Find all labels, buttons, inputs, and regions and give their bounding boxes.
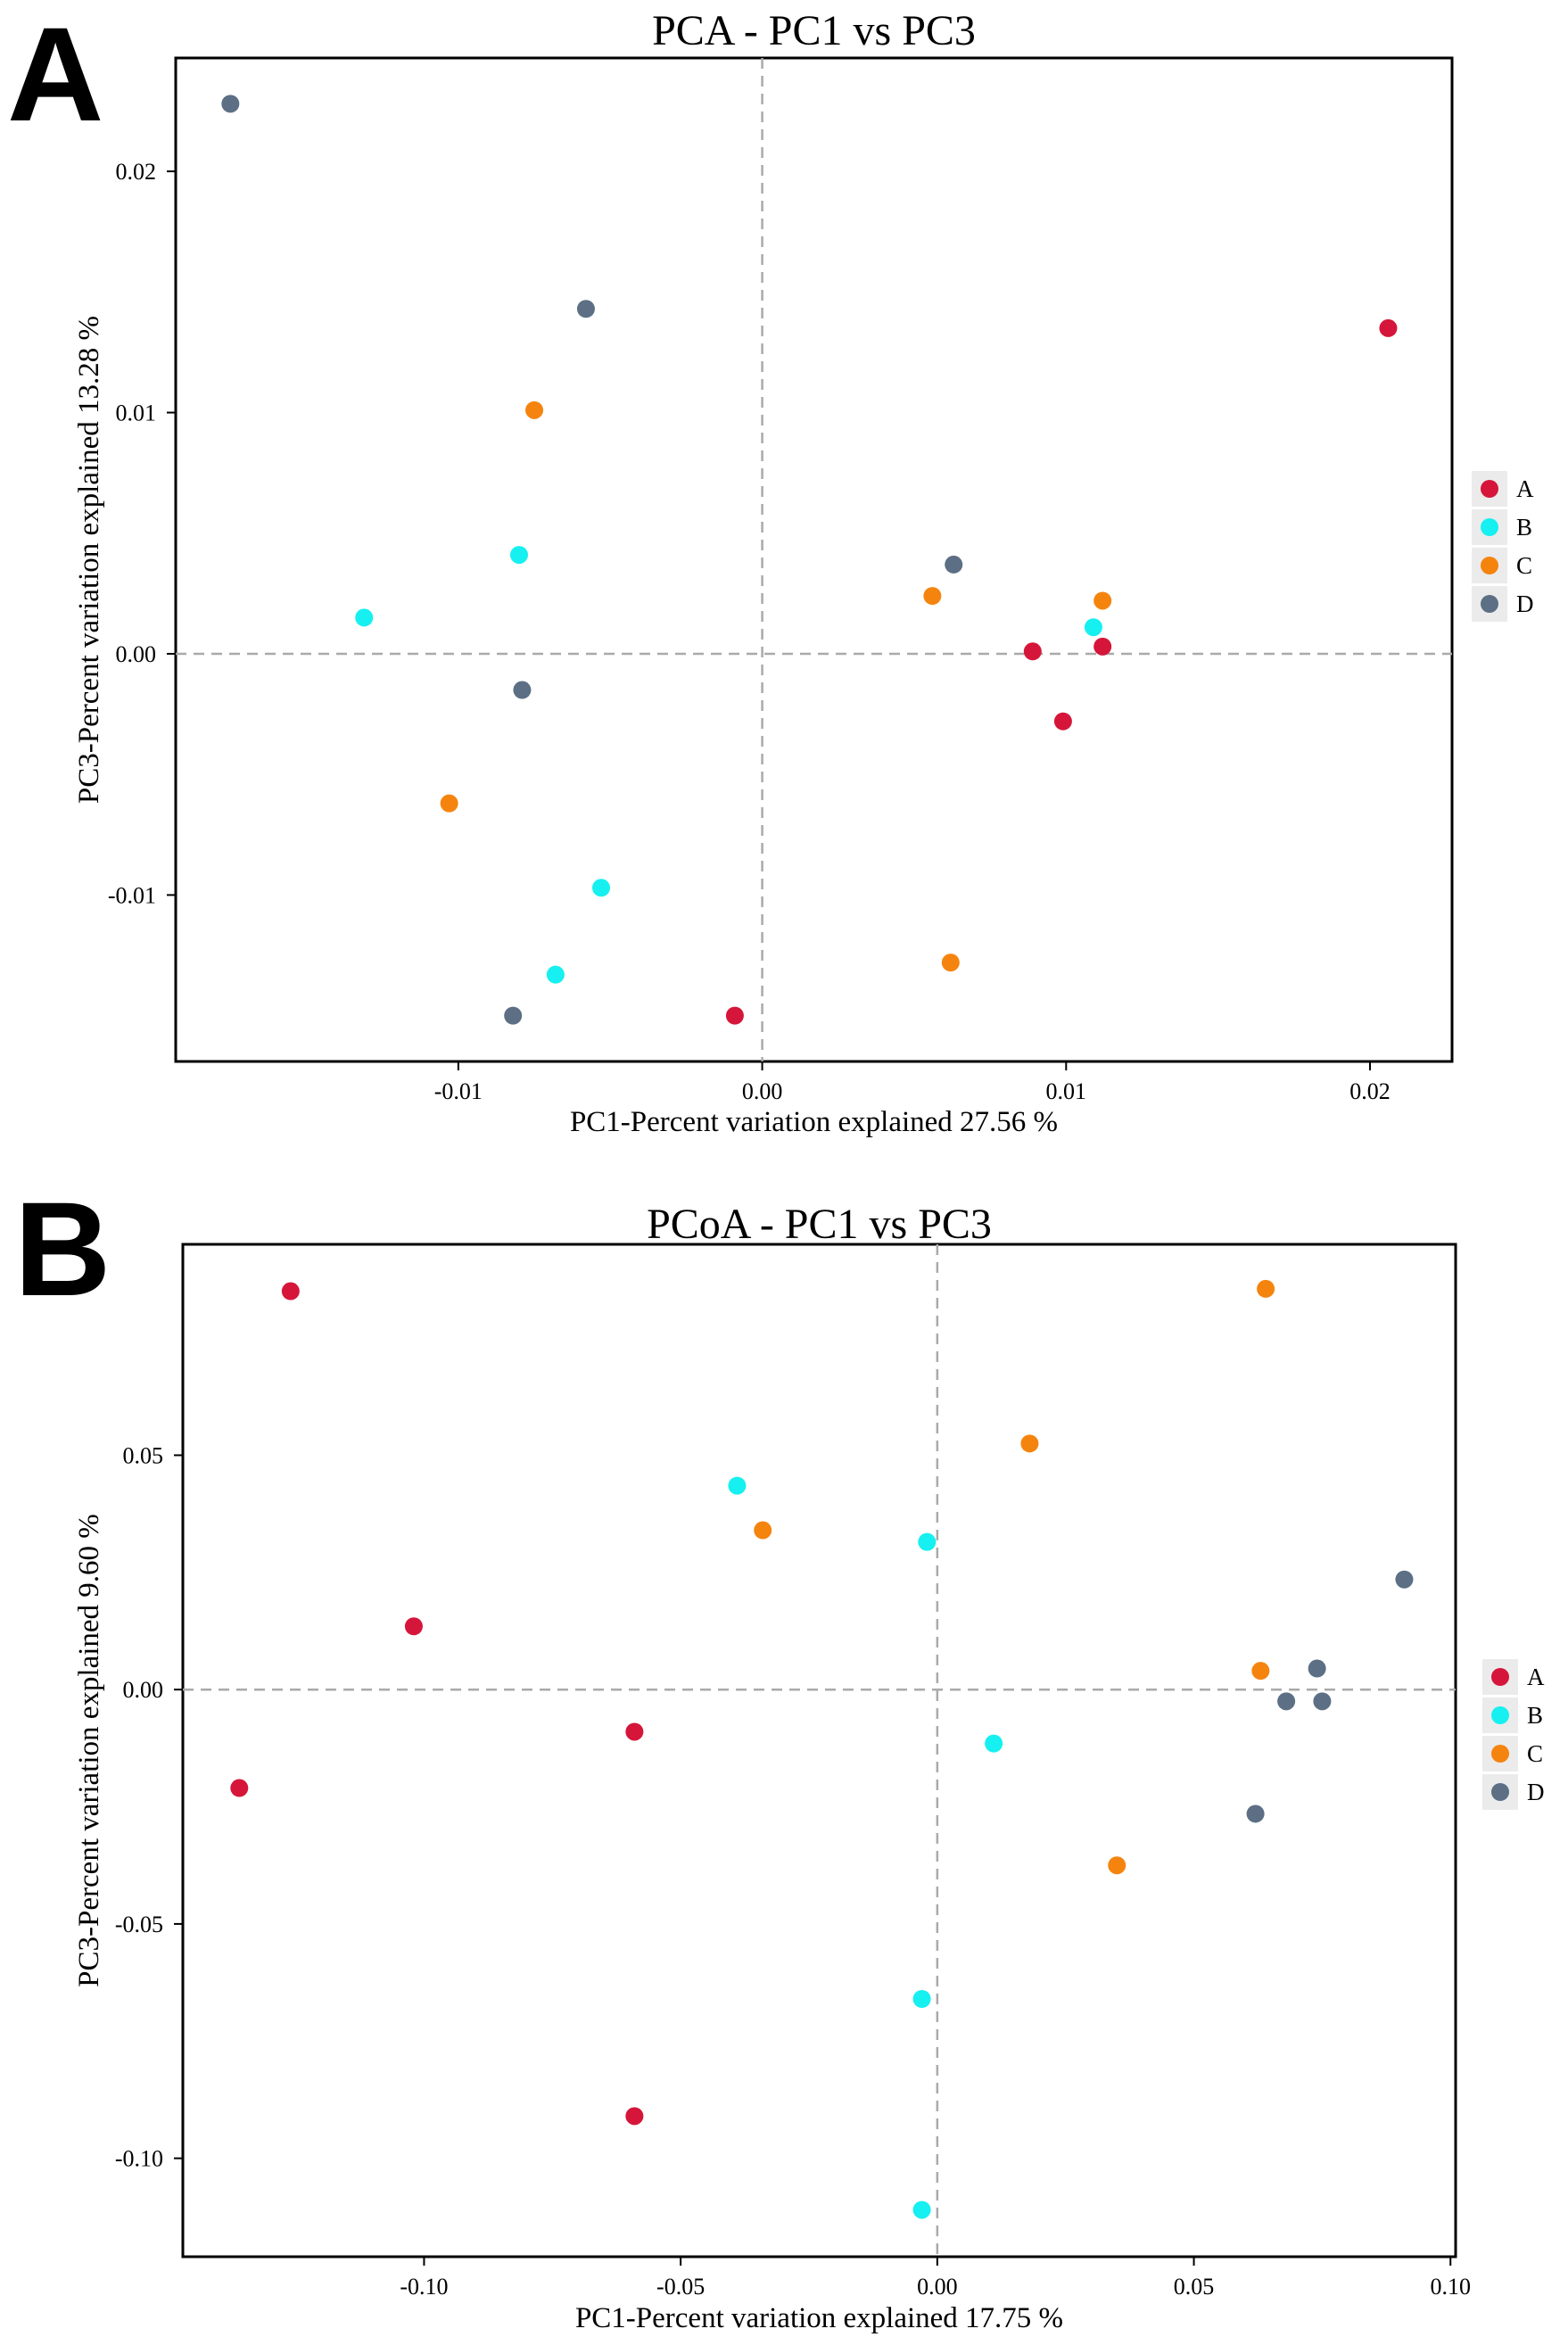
data-point-A — [1023, 642, 1042, 661]
data-point-B — [592, 879, 610, 897]
data-point-D — [1277, 1692, 1296, 1711]
legend-marker-D — [1491, 1783, 1509, 1801]
data-point-B — [985, 1734, 1003, 1753]
data-point-D — [513, 681, 532, 699]
y-tick-label: 0.00 — [123, 1677, 164, 1703]
data-point-D — [1308, 1659, 1326, 1678]
legend-marker-C — [1491, 1745, 1509, 1763]
plot-frame — [174, 56, 1454, 1063]
plot-frame — [181, 1243, 1457, 2259]
data-point-C — [525, 401, 544, 419]
chart-panel-A: A PCA - PC1 vs PC3 -0.01 0.00 0.01 0.02 -0.01 0… — [7, 0, 1534, 1138]
x-tick-label: 0.02 — [1349, 1078, 1391, 1104]
legend-label-D: D — [1516, 590, 1534, 617]
legend-label-A: A — [1527, 1664, 1545, 1690]
data-point-B — [510, 546, 529, 565]
data-point-A — [1093, 637, 1112, 656]
data-point-A — [1053, 712, 1072, 731]
data-point-B — [912, 1989, 931, 2008]
y-tick-label: 0.01 — [116, 401, 157, 426]
legend-label-C: C — [1516, 552, 1532, 579]
x-tick-label: 0.00 — [917, 2274, 958, 2300]
y-tick-label: -0.10 — [115, 2146, 163, 2172]
legend-label-A: A — [1516, 475, 1534, 502]
data-point-B — [728, 1476, 747, 1495]
chart-title: PCA - PC1 vs PC3 — [652, 7, 976, 54]
data-point-A — [625, 1722, 644, 1741]
x-tick-label: -0.10 — [400, 2274, 448, 2300]
data-point-B — [918, 1532, 937, 1551]
y-axis-label: PC3-Percent variation explained 13.28 % — [73, 316, 105, 804]
y-tick-label: 0.02 — [116, 159, 157, 185]
data-point-D — [221, 95, 240, 113]
data-point-D — [945, 555, 963, 574]
legend-marker-D — [1481, 595, 1498, 613]
x-axis-label: PC1-Percent variation explained 17.75 % — [575, 2302, 1063, 2334]
chart-title: PCoA - PC1 vs PC3 — [647, 1201, 992, 1248]
data-point-C — [1251, 1662, 1270, 1680]
data-point-A — [230, 1779, 249, 1797]
y-tick-label: -0.05 — [115, 1912, 163, 1937]
legend-label-D: D — [1527, 1779, 1545, 1805]
legend-marker-B — [1491, 1706, 1509, 1724]
y-tick-label: -0.01 — [108, 882, 156, 908]
data-point-C — [923, 587, 942, 606]
data-point-C — [1257, 1279, 1275, 1298]
data-point-A — [1379, 318, 1398, 337]
data-point-D — [1395, 1570, 1414, 1589]
legend-marker-B — [1481, 518, 1498, 536]
data-point-C — [1020, 1434, 1039, 1453]
data-point-A — [281, 1282, 300, 1301]
data-point-D — [576, 300, 595, 318]
x-tick-label: 0.05 — [1174, 2274, 1215, 2300]
legend-label-B: B — [1527, 1702, 1543, 1729]
data-point-D — [504, 1006, 523, 1025]
panel-letter: B — [14, 1174, 111, 1324]
legend-label-C: C — [1527, 1740, 1543, 1767]
data-point-D — [1313, 1692, 1332, 1711]
data-point-C — [754, 1521, 772, 1540]
data-point-B — [546, 965, 565, 984]
y-tick-label: 0.05 — [123, 1442, 164, 1468]
legend-marker-A — [1491, 1668, 1509, 1686]
x-axis-label: PC1-Percent variation explained 27.56 % — [570, 1106, 1058, 1138]
legend-label-B: B — [1516, 514, 1532, 541]
data-point-B — [912, 2201, 931, 2219]
data-point-D — [1246, 1804, 1265, 1823]
legend-marker-A — [1481, 480, 1498, 498]
x-tick-label: -0.05 — [656, 2274, 705, 2300]
data-point-C — [440, 794, 458, 813]
y-axis-label: PC3-Percent variation explained 9.60 % — [73, 1514, 105, 1987]
data-point-B — [355, 608, 374, 627]
data-point-A — [725, 1006, 744, 1025]
data-point-C — [1108, 1856, 1126, 1875]
data-point-B — [1084, 618, 1102, 637]
chart-panel-B: B PCoA - PC1 vs PC3 -0.10 -0.05 0.00 0.05 0.10… — [14, 1174, 1545, 2334]
x-tick-label: 0.00 — [742, 1078, 783, 1104]
legend-marker-C — [1481, 557, 1498, 574]
y-tick-label: 0.00 — [116, 641, 157, 667]
x-tick-label: 0.10 — [1430, 2274, 1471, 2300]
data-point-C — [941, 954, 960, 972]
data-point-C — [1093, 591, 1112, 610]
data-point-A — [404, 1617, 423, 1636]
x-tick-label: 0.01 — [1046, 1078, 1087, 1104]
x-tick-label: -0.01 — [434, 1078, 483, 1104]
panel-letter: A — [7, 0, 103, 149]
data-point-A — [625, 2107, 644, 2126]
